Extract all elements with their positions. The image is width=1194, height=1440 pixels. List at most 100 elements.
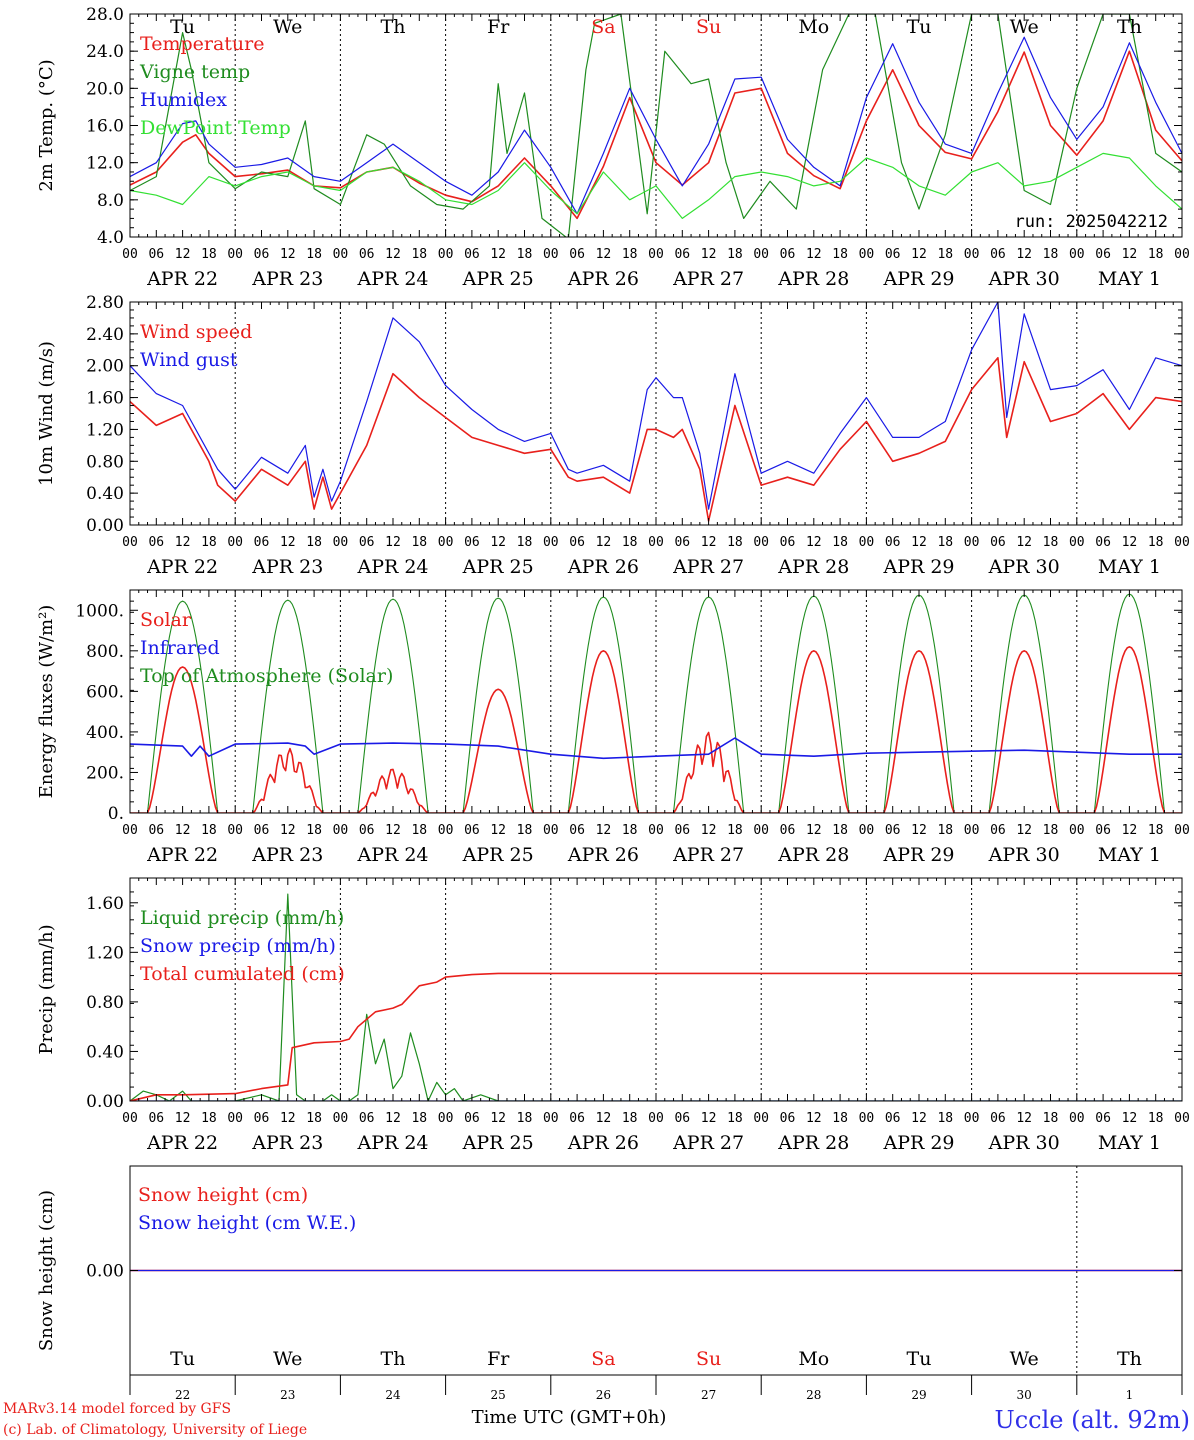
date-label: APR 30 [988,844,1060,866]
hour-tick-label: 00 [438,1111,454,1126]
hour-tick-label: 00 [1069,535,1085,550]
series-vigne-temp [130,14,1182,237]
weekday-label: Mo [798,1348,829,1370]
hour-tick-label: 00 [648,1111,664,1126]
hour-tick-label: 12 [490,823,506,838]
time-axis-label: Time UTC (GMT+0h) [472,1407,667,1428]
weekday-label: Sa [591,1348,615,1370]
hour-tick-label: 12 [1122,535,1138,550]
hour-tick-label: 12 [175,535,191,550]
hour-tick-label: 06 [990,247,1006,262]
weekday-label: Th [381,16,406,38]
hour-tick-label: 18 [201,535,217,550]
day-number-label: 1 [1126,1388,1134,1402]
hour-tick-label: 06 [885,823,901,838]
hour-tick-label: 18 [1043,823,1059,838]
hour-tick-label: 00 [122,247,138,262]
hour-tick-label: 00 [438,535,454,550]
hour-tick-label: 00 [1069,823,1085,838]
date-label: APR 24 [356,556,428,578]
day-number-label: 24 [385,1388,401,1402]
weekday-label: Th [1117,16,1142,38]
hour-tick-label: 12 [701,247,717,262]
y-tick-label: 0.80 [86,993,124,1013]
hour-tick-label: 06 [254,247,270,262]
date-label: APR 27 [672,1132,744,1154]
hour-tick-label: 18 [517,535,533,550]
hour-tick-label: 18 [727,1111,743,1126]
date-label: MAY 1 [1098,556,1161,578]
date-label: APR 24 [356,1132,428,1154]
hour-tick-label: 00 [227,1111,243,1126]
day-number-label: 29 [911,1388,926,1402]
hour-tick-label: 18 [622,1111,638,1126]
date-label: APR 30 [988,1132,1060,1154]
hour-tick-label: 06 [148,823,164,838]
hour-tick-label: 06 [674,1111,690,1126]
hour-tick-label: 06 [1095,535,1111,550]
model-credit: MARv3.14 model forced by GFS [3,1401,231,1417]
hour-tick-label: 12 [1016,535,1032,550]
y-axis-label: Precip (mm/h) [36,924,57,1054]
hour-tick-label: 12 [911,1111,927,1126]
hour-tick-label: 12 [596,1111,612,1126]
y-axis-label: 10m Wind (m/s) [36,341,57,486]
legend-entry: Solar [140,609,192,631]
y-tick-label: 0.00 [86,1262,124,1282]
hour-tick-label: 12 [490,247,506,262]
date-label: APR 29 [882,844,954,866]
y-axis-label: Energy fluxes (W/m²) [36,605,57,799]
hour-tick-label: 12 [701,823,717,838]
y-tick-label: 2.00 [86,357,124,377]
hour-tick-label: 18 [306,823,322,838]
day-number-label: 30 [1017,1388,1032,1402]
hour-tick-label: 12 [280,247,296,262]
hour-tick-label: 12 [911,247,927,262]
y-tick-label: 800. [86,642,124,662]
date-label: APR 26 [567,1132,639,1154]
date-label: APR 27 [672,844,744,866]
legend-entry: Total cumulated (cm) [140,963,345,985]
date-label: MAY 1 [1098,844,1161,866]
date-label: APR 22 [146,556,218,578]
hour-tick-label: 06 [569,535,585,550]
hour-tick-label: 18 [937,823,953,838]
date-label: APR 28 [777,556,849,578]
hour-tick-label: 12 [1016,1111,1032,1126]
weekday-label: We [273,1348,302,1370]
run-label: run: 2025042212 [1014,212,1168,232]
hour-tick-label: 06 [885,1111,901,1126]
y-tick-label: 1.60 [86,389,124,409]
hour-tick-label: 18 [622,823,638,838]
hour-tick-label: 18 [727,823,743,838]
hour-tick-label: 00 [333,1111,349,1126]
hour-tick-label: 12 [1122,823,1138,838]
date-label: MAY 1 [1098,268,1161,290]
legend-entry: Temperature [140,33,264,55]
day-number-label: 26 [596,1388,611,1402]
hour-tick-label: 18 [201,247,217,262]
date-label: APR 22 [146,268,218,290]
hour-tick-label: 00 [648,535,664,550]
hour-tick-label: 18 [1148,247,1164,262]
hour-tick-label: 12 [1122,247,1138,262]
hour-tick-label: 06 [464,535,480,550]
series-infrared [130,737,1182,760]
hour-tick-label: 06 [359,823,375,838]
y-tick-label: 0.00 [86,1092,124,1112]
weekday-label: We [1010,1348,1039,1370]
hour-tick-label: 00 [1069,1111,1085,1126]
hour-tick-label: 00 [122,535,138,550]
hour-tick-label: 00 [753,535,769,550]
y-tick-label: 0. [108,804,124,824]
hour-tick-label: 00 [333,247,349,262]
hour-tick-label: 06 [569,247,585,262]
y-tick-label: 1.20 [86,943,124,963]
hour-tick-label: 18 [832,823,848,838]
hour-tick-label: 12 [806,535,822,550]
hour-tick-label: 06 [674,535,690,550]
hour-tick-label: 12 [280,823,296,838]
hour-tick-label: 00 [438,247,454,262]
hour-tick-label: 00 [543,247,559,262]
